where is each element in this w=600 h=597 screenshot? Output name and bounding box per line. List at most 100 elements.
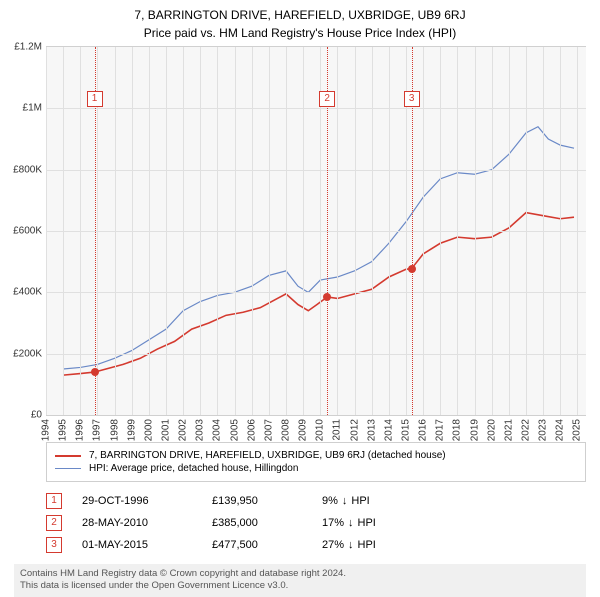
x-tick-label: 2012 [349,419,360,441]
sale-row-diff-suffix: HPI [358,539,376,551]
sale-row-badge: 2 [46,515,62,531]
x-tick-label: 2003 [195,419,206,441]
x-gridline [46,47,47,415]
x-tick-label: 2023 [538,419,549,441]
x-tick-label: 2025 [572,419,583,441]
series-line [63,127,574,369]
x-gridline [166,47,167,415]
x-gridline [457,47,458,415]
sale-row-diff-suffix: HPI [351,495,369,507]
x-tick-label: 2005 [229,419,240,441]
x-gridline [423,47,424,415]
chart-container: 7, BARRINGTON DRIVE, HAREFIELD, UXBRIDGE… [0,0,600,590]
x-tick-label: 2022 [521,419,532,441]
sale-row-diff: 9%↓HPI [322,495,370,507]
y-tick-label: £800K [13,164,42,175]
x-gridline [235,47,236,415]
y-gridline [46,354,586,355]
x-tick-label: 2015 [401,419,412,441]
x-gridline [475,47,476,415]
x-gridline [526,47,527,415]
sale-row-price: £477,500 [212,539,302,551]
legend-swatch [55,455,81,457]
legend-swatch [55,468,81,469]
footer-attribution: Contains HM Land Registry data © Crown c… [14,564,586,597]
x-tick-label: 2008 [281,419,292,441]
x-tick-label: 2011 [332,419,343,441]
x-tick-label: 2010 [315,419,326,441]
x-tick-label: 2007 [263,419,274,441]
footer-line-2: This data is licensed under the Open Gov… [20,580,580,592]
x-tick-label: 2016 [418,419,429,441]
x-gridline [132,47,133,415]
sales-table: 129-OCT-1996£139,9509%↓HPI228-MAY-2010£3… [46,490,586,556]
x-tick-label: 2018 [452,419,463,441]
sale-row-diff-pct: 27% [322,539,344,551]
sale-row-price: £139,950 [212,495,302,507]
x-gridline [560,47,561,415]
x-gridline [63,47,64,415]
y-gridline [46,170,586,171]
event-badge: 3 [404,91,420,107]
x-tick-label: 1994 [41,419,52,441]
y-tick-label: £1.2M [14,42,42,53]
x-gridline [509,47,510,415]
legend-row: 7, BARRINGTON DRIVE, HAREFIELD, UXBRIDGE… [55,449,577,462]
x-gridline [389,47,390,415]
x-gridline [543,47,544,415]
sale-row: 2 28-MAY-2010 £385,000 17% ↓ HPI [46,512,586,534]
x-tick-label: 2017 [435,419,446,441]
series-line [63,213,574,376]
x-gridline [183,47,184,415]
sale-row-diff: 27% ↓ HPI [322,539,376,551]
x-gridline [149,47,150,415]
sale-row-date: 28-MAY-2010 [82,517,192,529]
event-badge: 2 [319,91,335,107]
event-badge: 1 [87,91,103,107]
x-tick-label: 2002 [178,419,189,441]
x-gridline [372,47,373,415]
x-gridline [303,47,304,415]
x-tick-label: 2004 [212,419,223,441]
sale-row-diff-pct: 9% [322,495,338,507]
x-gridline [80,47,81,415]
x-tick-label: 2009 [298,419,309,441]
legend-label: HPI: Average price, detached house, Hill… [89,463,298,474]
x-gridline [269,47,270,415]
legend-row: HPI: Average price, detached house, Hill… [55,462,577,475]
y-tick-label: £400K [13,287,42,298]
y-gridline [46,292,586,293]
arrow-down-icon: ↓ [348,539,354,551]
x-tick-label: 2020 [486,419,497,441]
x-tick-label: 2014 [383,419,394,441]
x-gridline [252,47,253,415]
sale-row-date: 29-OCT-1996 [82,495,192,507]
x-gridline [492,47,493,415]
sale-row-diff: 17% ↓ HPI [322,517,376,529]
sale-row-date: 01-MAY-2015 [82,539,192,551]
x-tick-label: 1998 [109,419,120,441]
x-tick-label: 2000 [143,419,154,441]
legend-box: 7, BARRINGTON DRIVE, HAREFIELD, UXBRIDGE… [46,442,586,482]
sale-marker-dot [91,368,99,376]
sale-row-diff-pct: 17% [322,517,344,529]
y-tick-label: £1M [23,103,42,114]
x-gridline [217,47,218,415]
legend-label: 7, BARRINGTON DRIVE, HAREFIELD, UXBRIDGE… [89,450,446,461]
sale-row-diff-suffix: HPI [358,517,376,529]
x-gridline [200,47,201,415]
chart-plot-area: £0£200K£400K£600K£800K£1M£1.2M1994199519… [46,46,586,416]
chart-title: 7, BARRINGTON DRIVE, HAREFIELD, UXBRIDGE… [0,0,600,22]
sale-row-price: £385,000 [212,517,302,529]
sale-row: 301-MAY-2015£477,50027%↓HPI [46,534,586,556]
y-gridline [46,231,586,232]
x-tick-label: 1995 [58,419,69,441]
y-tick-label: £200K [13,348,42,359]
x-gridline [577,47,578,415]
x-tick-label: 2024 [555,419,566,441]
x-tick-label: 2001 [161,419,172,441]
arrow-down-icon: ↓ [348,517,354,529]
x-tick-label: 1996 [75,419,86,441]
sale-marker-dot [408,265,416,273]
x-tick-label: 2006 [246,419,257,441]
